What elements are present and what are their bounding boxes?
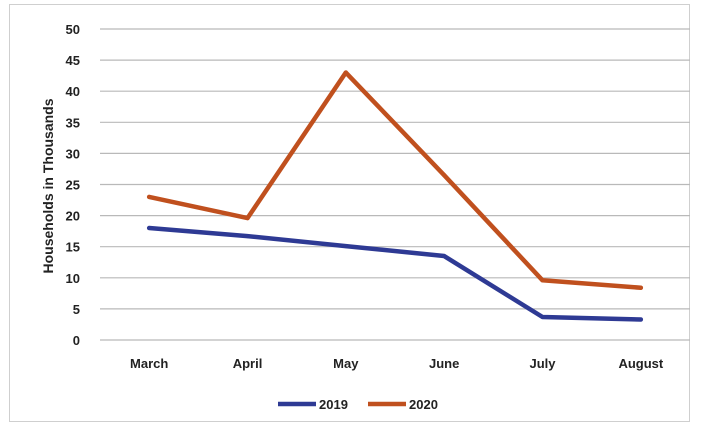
data-point-2020 (245, 216, 250, 221)
data-point-2020 (442, 173, 447, 178)
y-tick-label: 40 (66, 84, 80, 99)
y-tick-label: 45 (66, 53, 80, 68)
gridlines (100, 28, 690, 341)
y-tick-label: 15 (66, 240, 80, 255)
data-point-2019 (540, 314, 545, 319)
legend: 2019 2020 (278, 397, 438, 412)
y-tick-label: 30 (66, 146, 80, 161)
y-tick-label: 0 (73, 333, 80, 348)
y-axis-ticks: 0 5 10 15 20 25 30 35 40 45 50 (66, 22, 80, 348)
data-point-2020 (147, 194, 152, 199)
x-axis-ticks: March April May June July August (130, 356, 664, 371)
y-tick-label: 35 (66, 115, 80, 130)
data-point-2020 (638, 285, 643, 290)
data-point-2019 (245, 234, 250, 239)
data-point-2019 (638, 317, 643, 322)
y-tick-label: 20 (66, 209, 80, 224)
y-tick-label: 25 (66, 178, 80, 193)
data-point-2019 (147, 226, 152, 231)
y-tick-label: 10 (66, 271, 80, 286)
y-tick-label: 50 (66, 22, 80, 37)
data-point-2020 (540, 278, 545, 283)
series-line-2019 (146, 225, 644, 322)
legend-label-2020: 2020 (409, 397, 438, 412)
y-tick-label: 5 (73, 302, 80, 317)
data-point-2020 (343, 70, 348, 75)
x-tick-label: March (130, 356, 168, 371)
legend-label-2019: 2019 (319, 397, 348, 412)
x-tick-label: June (429, 356, 459, 371)
x-tick-label: July (529, 356, 556, 371)
x-tick-label: April (233, 356, 263, 371)
y-axis-label: Households in Thousands (40, 98, 56, 273)
data-point-2019 (442, 254, 447, 259)
x-tick-label: August (618, 356, 663, 371)
series-line-2020 (146, 70, 644, 291)
series-lines (146, 70, 644, 322)
data-point-2019 (343, 244, 348, 249)
x-tick-label: May (333, 356, 359, 371)
